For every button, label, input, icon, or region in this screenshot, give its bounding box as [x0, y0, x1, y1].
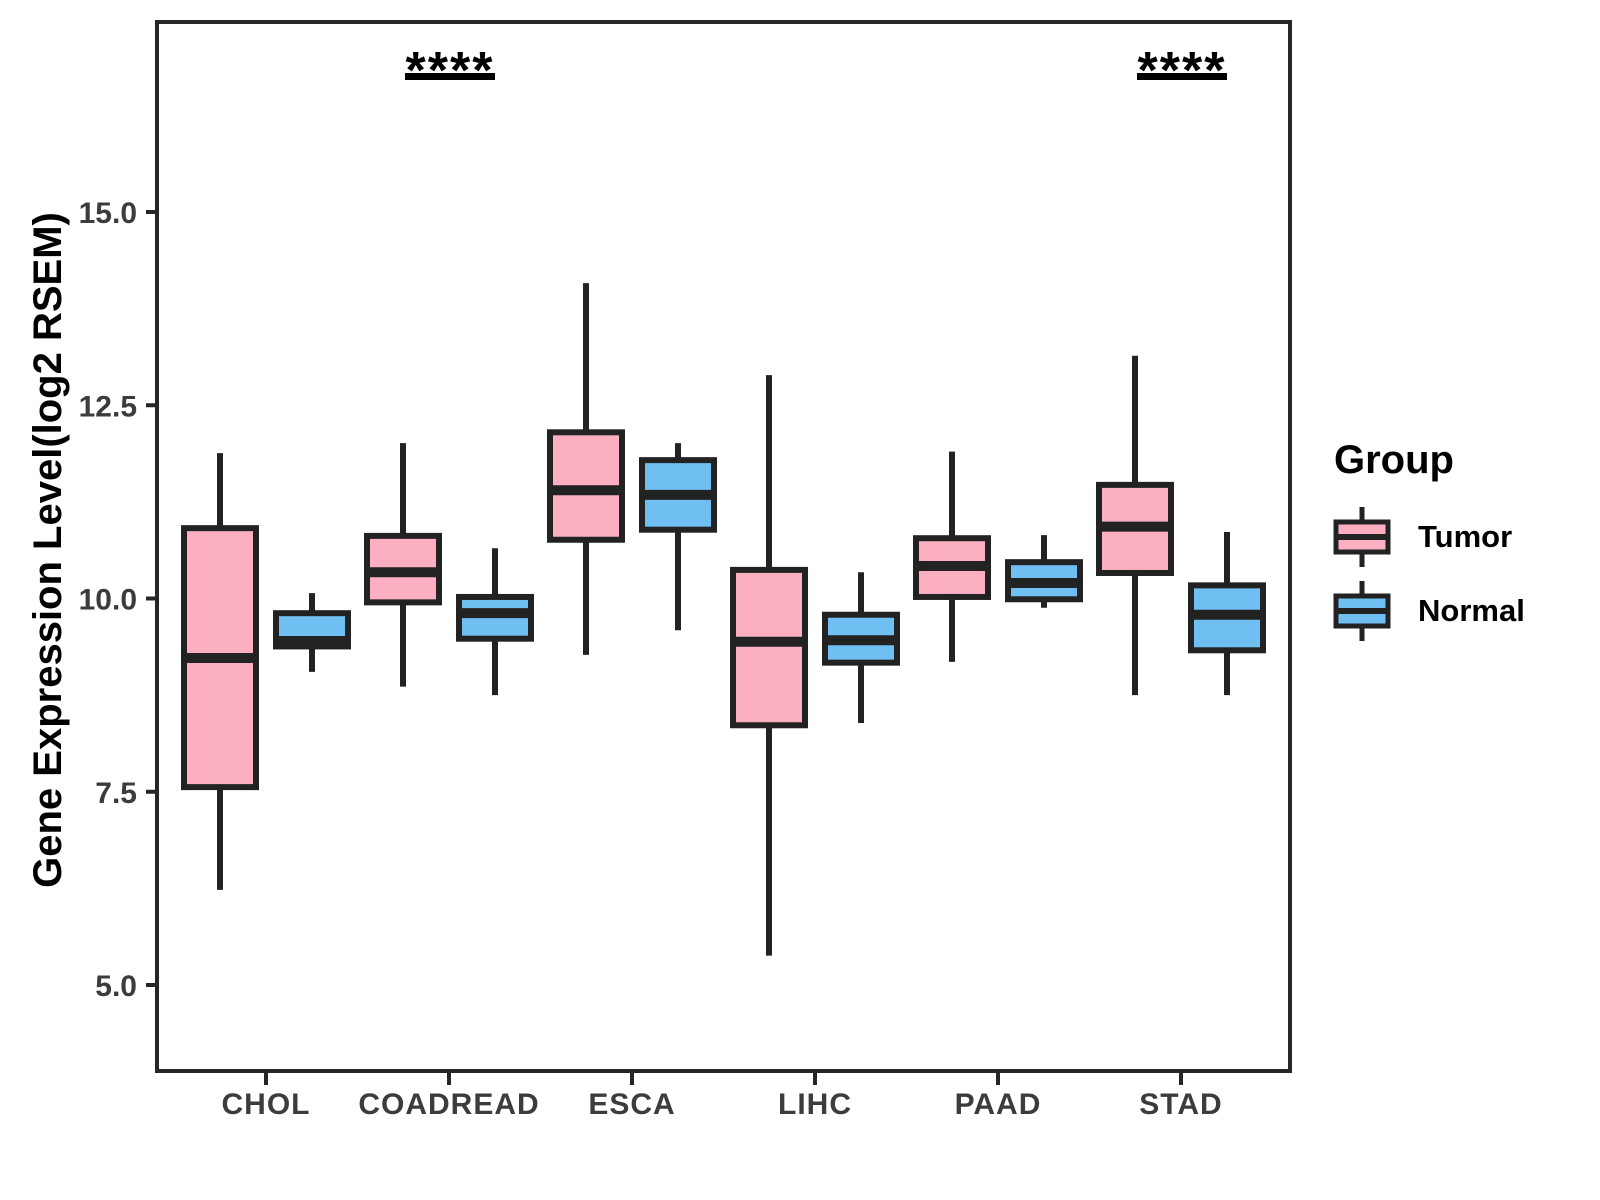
x-tick-label-STAD: STAD: [1139, 1088, 1222, 1121]
x-tick-label-PAAD: PAAD: [955, 1088, 1042, 1121]
x-tick-label-ESCA: ESCA: [588, 1088, 675, 1121]
y-tick-label: 7.5: [95, 777, 137, 810]
x-tick-label-CHOL: CHOL: [222, 1088, 311, 1121]
plot-panel-border: [155, 20, 1292, 1073]
y-tick-label: 12.5: [79, 390, 137, 423]
y-axis-title: Gene Expression Level(log2 RSEM): [26, 212, 70, 888]
x-tick-label-LIHC: LIHC: [778, 1088, 852, 1121]
tumor-boxplot-key-icon: [1333, 507, 1391, 567]
legend: Group Tumor Normal: [1332, 438, 1525, 653]
significance-stars-STAD: ****: [1138, 42, 1227, 100]
significance-stars-COADREAD: ****: [406, 42, 495, 100]
legend-title: Group: [1334, 438, 1454, 482]
legend-label-normal: Normal: [1418, 593, 1525, 628]
normal-boxplot-key-icon: [1333, 581, 1391, 641]
significance-bar-COADREAD: [405, 73, 495, 80]
x-tick-label-COADREAD: COADREAD: [358, 1088, 539, 1121]
significance-bar-STAD: [1137, 73, 1227, 80]
y-tick-label: 15.0: [79, 197, 137, 230]
y-tick-label: 5.0: [95, 970, 137, 1003]
legend-label-tumor: Tumor: [1418, 519, 1513, 554]
legend-entry-tumor: Tumor: [1332, 505, 1525, 569]
box-Tumor-LIHC: [730, 566, 808, 729]
y-tick-label: 10.0: [79, 584, 137, 617]
legend-entry-normal: Normal: [1332, 579, 1525, 643]
